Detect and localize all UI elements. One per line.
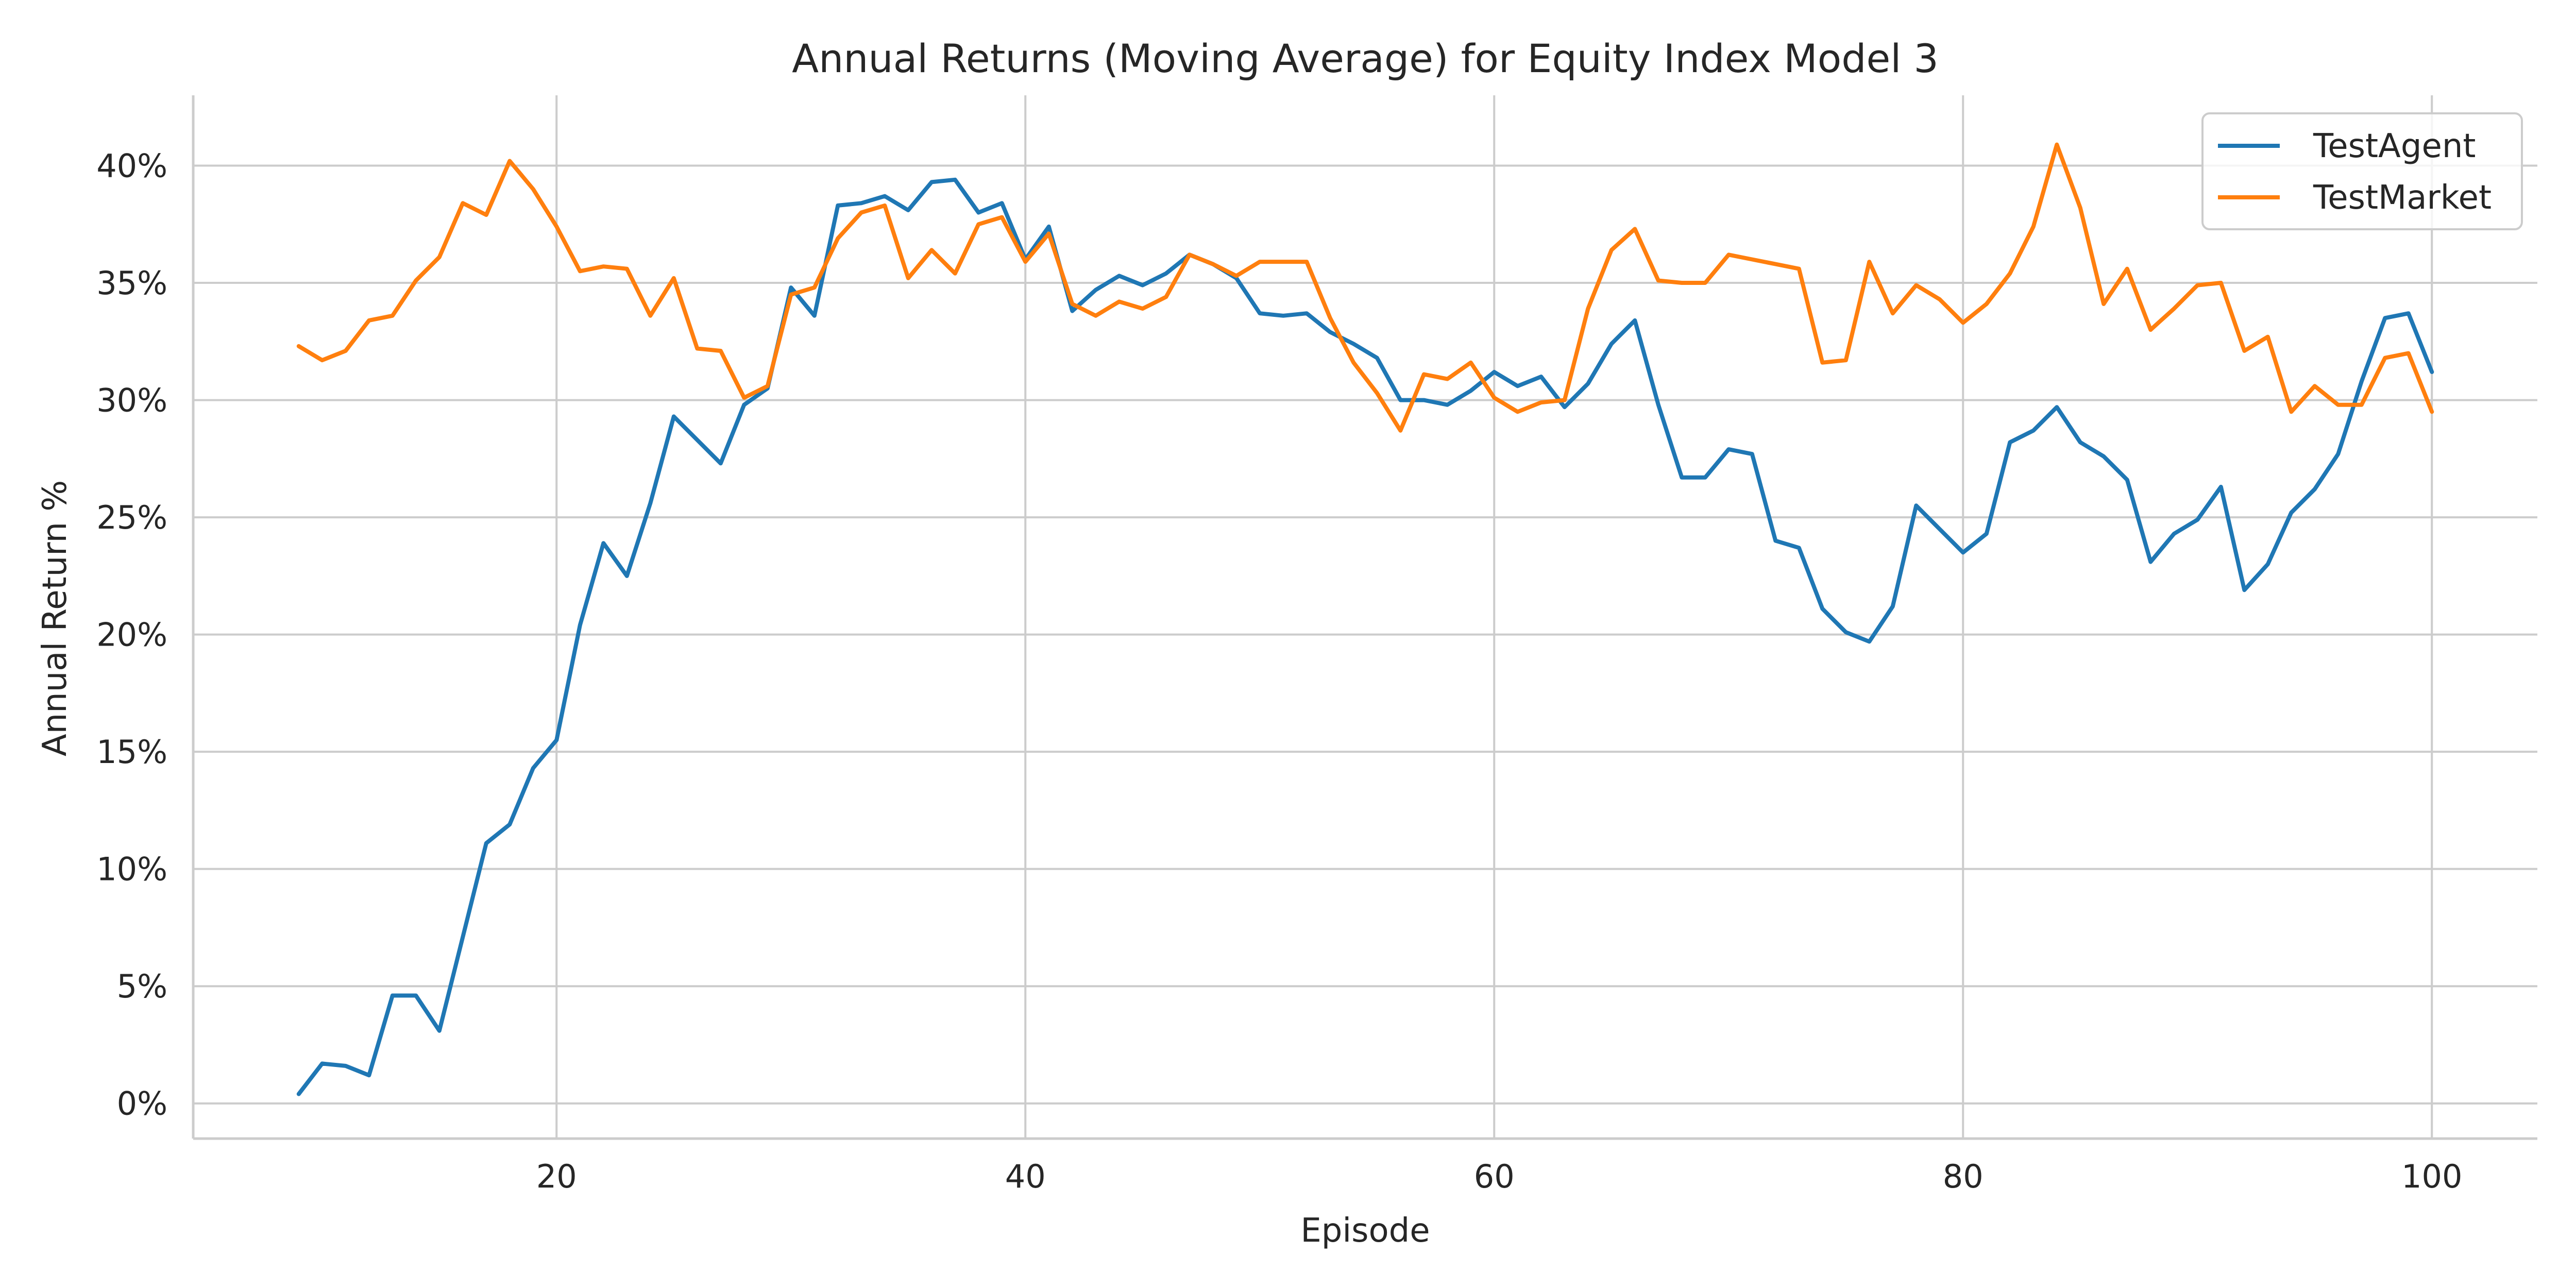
y-tick-label: 25% [96, 499, 167, 536]
series-line-testmarket [296, 142, 2434, 433]
legend: TestAgent TestMarket [2201, 112, 2523, 230]
y-tick-label: 20% [96, 616, 167, 654]
y-tick-label: 40% [96, 147, 167, 185]
legend-label-testmarket: TestMarket [2313, 179, 2492, 217]
y-tick-label: 0% [117, 1085, 167, 1123]
plot-area [296, 142, 2434, 1096]
axis-spines [192, 95, 2537, 1140]
x-tick-label: 80 [1943, 1158, 1984, 1195]
chart-title: Annual Returns (Moving Average) for Equi… [792, 36, 1939, 81]
x-axis-label: Episode [1300, 1212, 1430, 1250]
y-tick-label: 30% [96, 382, 167, 419]
y-tick-label: 15% [96, 733, 167, 771]
y-tick-label: 10% [96, 851, 167, 888]
tick-labels: 20 40 60 80 100 0% 5% 10% 15% 20% 25% 30% 35% 40% [96, 147, 2462, 1195]
grid [193, 95, 2537, 1139]
y-tick-label: 5% [117, 968, 167, 1005]
series-line-testagent [296, 177, 2434, 1096]
legend-box [2201, 112, 2523, 230]
x-tick-label: 40 [1005, 1158, 1046, 1195]
x-tick-label: 60 [1474, 1158, 1515, 1195]
x-tick-label: 20 [536, 1158, 577, 1195]
x-tick-label: 100 [2401, 1158, 2462, 1195]
legend-label-testagent: TestAgent [2313, 127, 2476, 165]
y-axis-label: Annual Return % [36, 480, 74, 756]
y-tick-label: 35% [96, 264, 167, 302]
